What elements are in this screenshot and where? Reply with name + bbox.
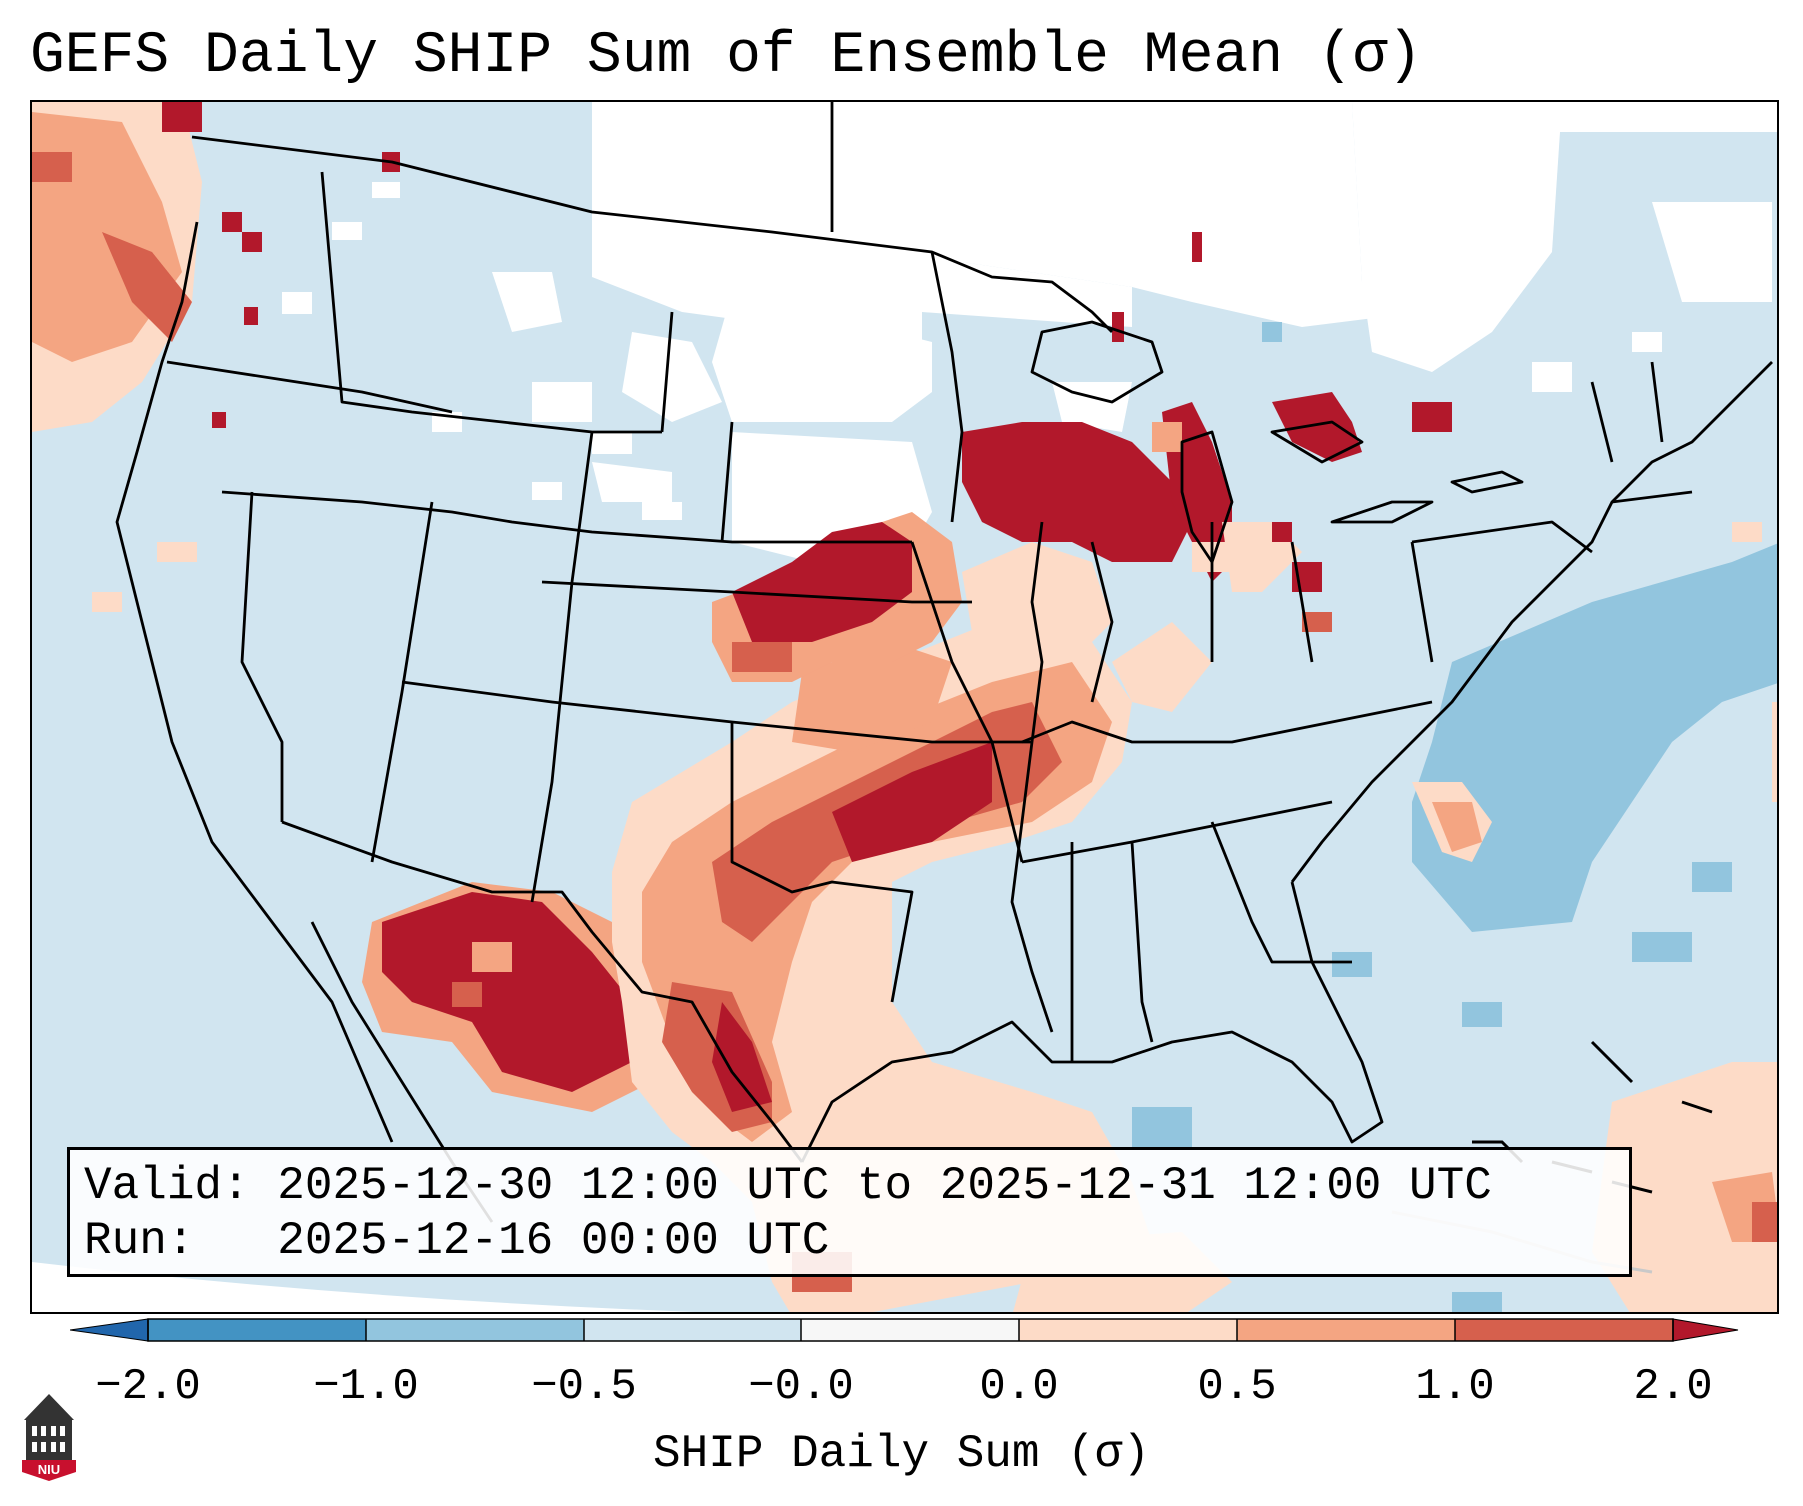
- run-time-line: Run: 2025-12-16 00:00 UTC: [84, 1215, 830, 1267]
- colorbar-segment-3: [584, 1319, 801, 1341]
- projection-edge: [32, 1262, 696, 1312]
- chart-title: GEFS Daily SHIP Sum of Ensemble Mean (σ): [30, 24, 1423, 89]
- colorbar-label: SHIP Daily Sum (σ): [653, 1428, 1150, 1480]
- colorbar-segment-5: [1019, 1319, 1237, 1341]
- colorbar-tick-label: −2.0: [95, 1362, 201, 1412]
- colorbar: [70, 1318, 1739, 1342]
- colorbar-segment-4: [801, 1319, 1019, 1341]
- map-panel: [30, 100, 1779, 1314]
- no-data-speckles: [282, 182, 1662, 520]
- niu-building-icon: NIU: [22, 1394, 76, 1481]
- colorbar-tick-label: −1.0: [313, 1362, 419, 1412]
- colorbar-tick-label: 2.0: [1633, 1362, 1713, 1412]
- plains-positive-anomaly: [612, 622, 1152, 1312]
- pacific-positive-anomaly: [32, 102, 400, 612]
- colorbar-extend-low: [70, 1318, 149, 1342]
- colorbar-segment-7: [1455, 1319, 1673, 1341]
- colorbar-segment-1: [148, 1319, 366, 1341]
- colorbar-tick-label: −0.0: [748, 1362, 854, 1412]
- valid-time-line: Valid: 2025-12-30 12:00 UTC to 2025-12-3…: [84, 1160, 1492, 1212]
- great-lakes-positive-anomaly: [962, 232, 1452, 632]
- colorbar-segment-2: [366, 1319, 584, 1341]
- colorbar-tick-label: 0.0: [979, 1362, 1059, 1412]
- southwest-positive-anomaly: [362, 882, 672, 1112]
- atlantic-negative-anomaly: [1132, 322, 1777, 1312]
- map-canvas: [32, 102, 1777, 1312]
- logo-text: NIU: [38, 1462, 60, 1477]
- colorbar-tick-label: 1.0: [1415, 1362, 1495, 1412]
- valid-run-infobox: Valid: 2025-12-30 12:00 UTC to 2025-12-3…: [67, 1147, 1632, 1277]
- colorbar-segment-6: [1237, 1319, 1455, 1341]
- colorbar-tick-label: −0.5: [531, 1362, 637, 1412]
- central-positive-anomaly: [712, 512, 1212, 712]
- colorbar-tick-label: 0.5: [1197, 1362, 1277, 1412]
- political-boundaries: [115, 102, 1773, 1223]
- colorbar-extend-high: [1672, 1318, 1739, 1342]
